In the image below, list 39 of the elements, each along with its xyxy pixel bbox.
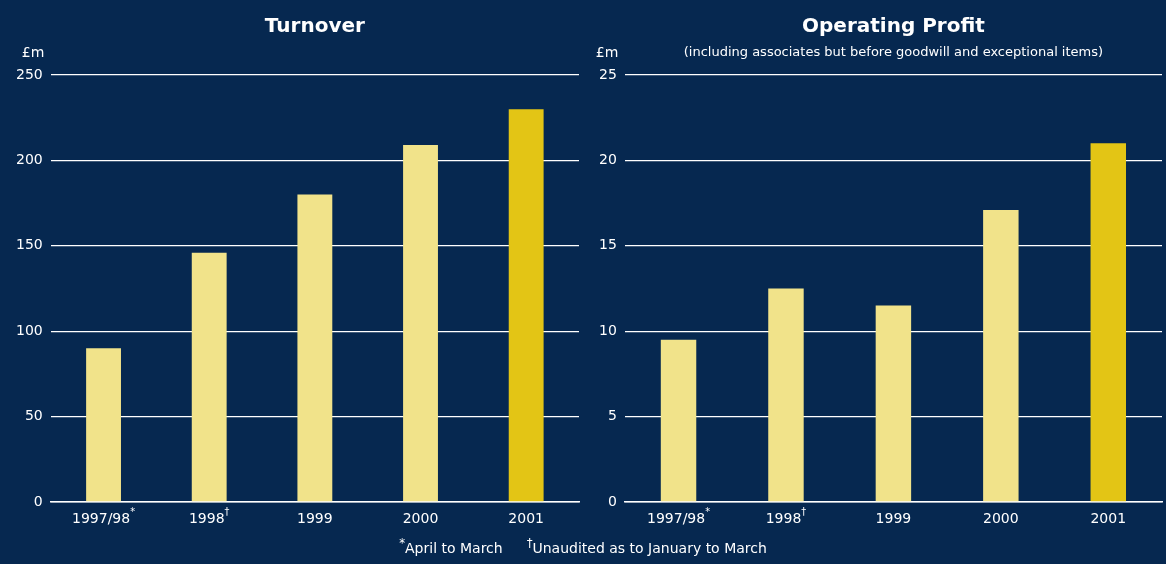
y-tick-label: 200: [15, 151, 43, 168]
x-tick-label: 1999: [875, 509, 912, 526]
x-tick-label: 2000: [983, 509, 1019, 526]
bar: [86, 348, 121, 502]
bar: [191, 252, 227, 502]
x-tick-label: 2001: [508, 509, 544, 526]
chart-title: Operating Profit: [801, 13, 986, 37]
bar: [875, 305, 912, 502]
y-tick-label: 25: [598, 65, 617, 82]
bar: [660, 339, 697, 502]
bar: [983, 209, 1019, 502]
chart-title: Turnover: [264, 13, 365, 37]
y-tick-label: 50: [24, 407, 43, 424]
x-tick-label: 1997/98*: [647, 506, 711, 526]
bar: [297, 194, 333, 502]
x-tick-label: 2000: [402, 509, 439, 526]
x-tick-label: 2001: [1090, 509, 1127, 526]
y-tick-label: 20: [598, 151, 617, 168]
y-axis-title: £m: [595, 44, 619, 60]
x-tick-label: 1998†: [188, 506, 230, 526]
y-tick-label: 250: [15, 65, 43, 82]
y-tick-label: 10: [598, 321, 617, 338]
bar: [403, 145, 438, 502]
y-axis-title: £m: [21, 44, 45, 60]
text: $^{†}$Unaudited as to January to March: [526, 536, 767, 556]
bar: [508, 109, 544, 502]
y-tick-label: 0: [607, 492, 617, 509]
y-tick-label: 150: [15, 236, 43, 253]
y-tick-label: 0: [33, 492, 43, 509]
x-tick-label: 1998†: [765, 506, 807, 526]
chart-subtitle: (including associates but before goodwill and exceptional items): [683, 44, 1104, 59]
y-tick-label: 100: [15, 321, 43, 338]
bar: [768, 288, 804, 502]
y-tick-label: 15: [598, 236, 617, 253]
bar: [1090, 143, 1127, 502]
text: $^{*}$April to March: [399, 536, 503, 556]
x-tick-label: 1999: [297, 509, 333, 526]
x-tick-label: 1997/98*: [72, 506, 136, 526]
y-tick-label: 5: [607, 407, 617, 424]
